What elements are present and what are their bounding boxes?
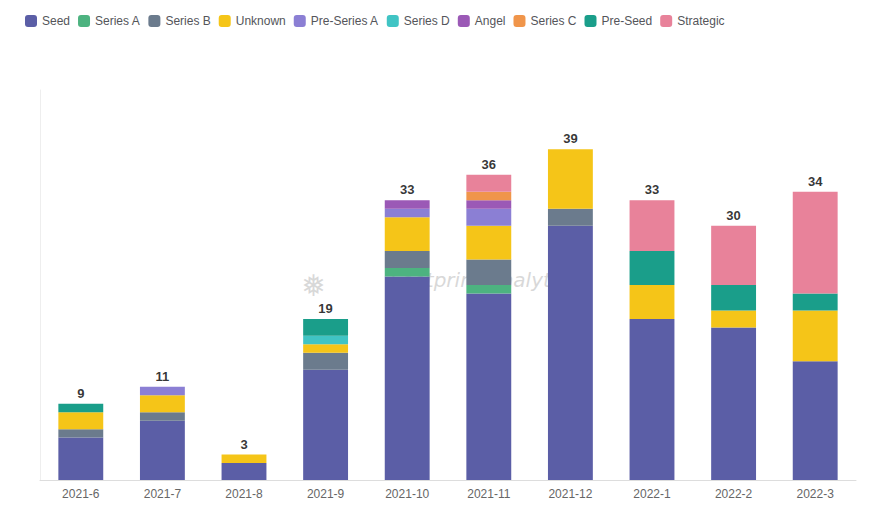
svg-text:2021-6: 2021-6 — [62, 487, 100, 501]
svg-text:36: 36 — [482, 157, 496, 172]
svg-text:39: 39 — [563, 131, 577, 146]
svg-text:2022-1: 2022-1 — [633, 487, 671, 501]
svg-text:19: 19 — [318, 301, 332, 316]
svg-text:2021-7: 2021-7 — [144, 487, 182, 501]
svg-text:Angel: Angel — [475, 14, 506, 28]
svg-text:30: 30 — [726, 208, 740, 223]
svg-text:9: 9 — [77, 386, 84, 401]
svg-text:Pre-Seed: Pre-Seed — [601, 14, 652, 28]
svg-text:3: 3 — [240, 437, 247, 452]
svg-text:2021-9: 2021-9 — [307, 487, 345, 501]
svg-text:2021-12: 2021-12 — [548, 487, 592, 501]
svg-text:Series C: Series C — [530, 14, 576, 28]
svg-text:Strategic: Strategic — [677, 14, 724, 28]
svg-text:Series D: Series D — [404, 14, 450, 28]
svg-text:Pre-Series A: Pre-Series A — [311, 14, 378, 28]
svg-text:Series B: Series B — [165, 14, 210, 28]
svg-text:❅: ❅ — [301, 268, 326, 303]
svg-text:2021-8: 2021-8 — [225, 487, 263, 501]
svg-text:Series A: Series A — [95, 14, 140, 28]
svg-text:2022-3: 2022-3 — [797, 487, 835, 501]
svg-text:2021-11: 2021-11 — [467, 487, 510, 501]
svg-text:Seed: Seed — [42, 14, 70, 28]
svg-text:34: 34 — [808, 174, 823, 189]
svg-text:11: 11 — [156, 369, 170, 384]
svg-text:Unknown: Unknown — [236, 14, 286, 28]
svg-text:33: 33 — [645, 182, 659, 197]
svg-text:2021-10: 2021-10 — [385, 487, 429, 501]
svg-text:33: 33 — [400, 182, 414, 197]
svg-text:2022-2: 2022-2 — [715, 487, 753, 501]
